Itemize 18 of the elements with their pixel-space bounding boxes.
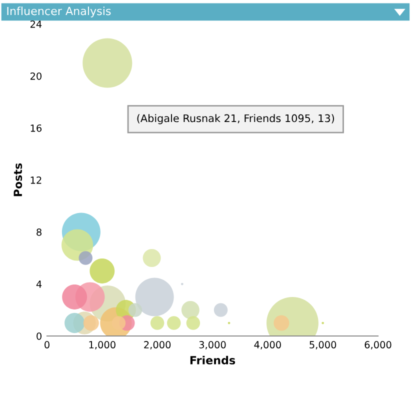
y-tick-label: 20: [30, 72, 42, 80]
x-tick-label: 5,000: [310, 341, 336, 350]
x-axis-title: Friends: [190, 356, 236, 364]
x-tick-label: 1,000: [89, 341, 116, 350]
y-tick-label: 16: [30, 124, 42, 132]
x-tick-label: 3,000: [199, 341, 226, 350]
annotation: (Abigale Rusnak 21, Friends 1095, 13): [137, 114, 334, 124]
y-tick-label: 8: [36, 228, 42, 236]
x-tick-label: 6,000: [364, 341, 392, 350]
y-tick-label: 12: [30, 176, 42, 184]
x-tick-label: 0: [44, 341, 50, 348]
y-axis-title: Posts: [14, 163, 22, 196]
y-tick-label: 4: [36, 280, 42, 288]
x-tick-label: 4,000: [254, 341, 281, 350]
x-tick-label: 2,000: [144, 341, 171, 350]
y-tick-label: 24: [30, 20, 42, 28]
chart-title: Influencer Analysis: [7, 6, 111, 18]
y-tick-label: 0: [36, 332, 42, 340]
